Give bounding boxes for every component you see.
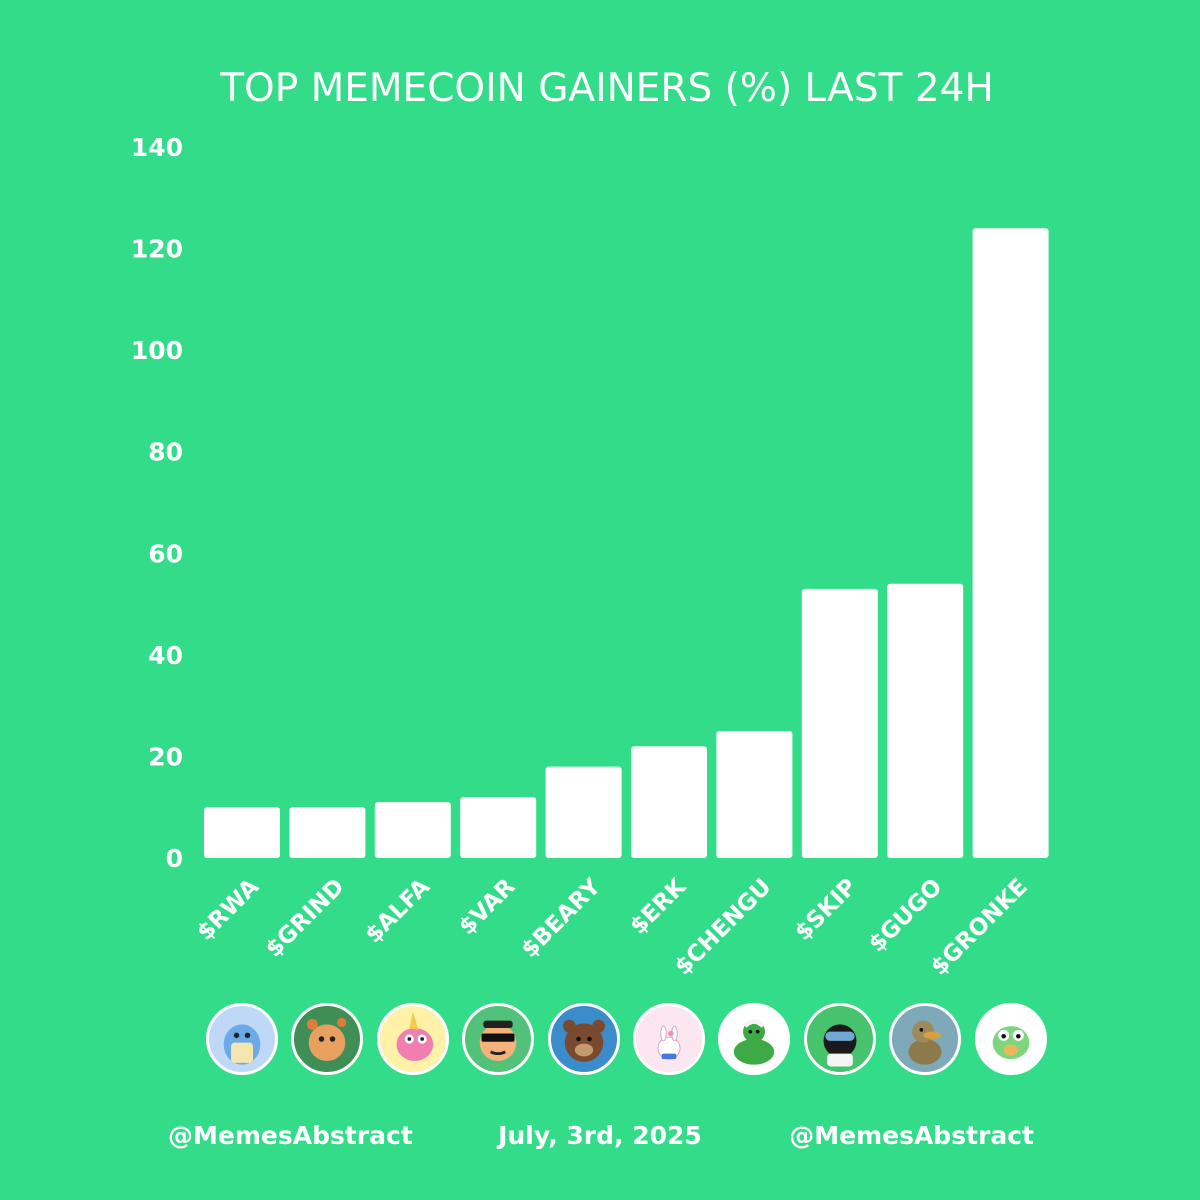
bunny-icon	[633, 1003, 705, 1075]
bar-rwa	[204, 807, 280, 858]
sunglasses-man-icon	[462, 1003, 535, 1075]
goggles-character-icon	[803, 1003, 876, 1075]
x-tick-label: $VAR	[454, 874, 520, 940]
x-tick-label: $RWA	[192, 874, 264, 946]
y-tick-label: 0	[166, 844, 183, 873]
coin-avatar-row	[0, 998, 1200, 1088]
y-tick-label: 140	[131, 133, 183, 162]
x-tick-label: $ALFA	[361, 874, 436, 949]
x-tick-label: $ERK	[625, 873, 692, 940]
y-tick-label: 80	[148, 438, 183, 467]
y-tick-label: 60	[148, 539, 183, 568]
bar-chengu	[716, 731, 793, 858]
bar-erk	[631, 746, 707, 858]
x-tick-label: $GRIND	[261, 874, 350, 963]
bar-gronke	[972, 228, 1049, 858]
bar-skip	[801, 588, 878, 858]
x-tick-label: $BEARY	[517, 874, 606, 963]
y-tick-label: 40	[148, 641, 183, 670]
footer-handle-right: @MemesAbstract	[789, 1121, 1034, 1150]
y-tick-label: 100	[131, 336, 183, 365]
bar-gugo	[887, 583, 964, 858]
bear-icon	[547, 1003, 620, 1075]
frog-icon	[974, 1003, 1047, 1075]
y-axis: 0 20 40 60 80 100 120 140	[131, 133, 183, 873]
bars	[204, 228, 1049, 858]
y-tick-label: 120	[131, 235, 183, 264]
bar-var	[460, 797, 537, 858]
bar-grind	[289, 807, 366, 858]
footer-date: July, 3rd, 2025	[498, 1121, 702, 1150]
whale-icon	[206, 1003, 278, 1075]
duck-icon	[889, 1003, 962, 1075]
x-tick-label: $SKIP	[790, 874, 862, 946]
bar-alfa	[374, 802, 451, 858]
chart-title: TOP MEMECOIN GAINERS (%) LAST 24H	[219, 66, 994, 111]
bar-beary	[545, 766, 622, 858]
x-tick-label: $GUGO	[864, 874, 947, 957]
muscle-pepe-icon	[718, 1003, 791, 1075]
x-axis: $RWA$GRIND $ALFA $VAR$BEARY $ERK$CHENGU $SKI…	[192, 873, 1033, 981]
unicorn-icon	[376, 1003, 449, 1075]
y-tick-label: 20	[148, 742, 183, 771]
hamster-icon	[291, 1003, 364, 1075]
footer-handle-left: @MemesAbstract	[168, 1121, 413, 1150]
